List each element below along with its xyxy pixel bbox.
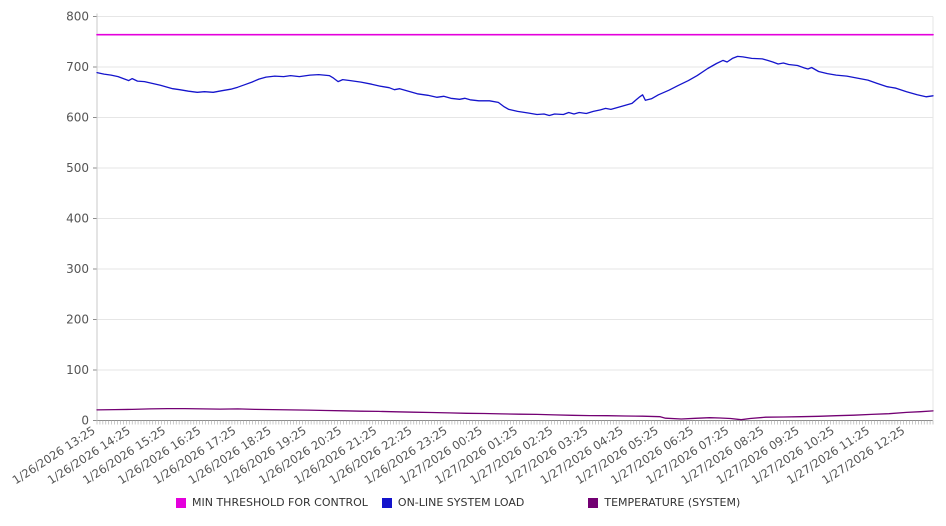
svg-text:800: 800 [66,10,89,24]
legend-label-online-system-load: ON-LINE SYSTEM LOAD [397,496,525,509]
legend-label-min-threshold: MIN THRESHOLD FOR CONTROL [192,496,368,509]
svg-text:600: 600 [66,111,89,125]
legend-item-temperature-system: TEMPERATURE (SYSTEM) [588,496,740,509]
min-threshold-swatch-icon [176,497,186,508]
legend: MIN THRESHOLD FOR CONTROL ON-LINE SYSTEM… [176,496,740,509]
svg-text:0: 0 [81,414,89,428]
svg-text:500: 500 [66,161,89,175]
legend-item-min-threshold-for-control: MIN THRESHOLD FOR CONTROL [176,496,368,509]
svg-text:700: 700 [66,60,89,74]
svg-text:100: 100 [66,363,89,377]
temperature-system-swatch-icon [588,497,599,508]
legend-label-temperature-system: TEMPERATURE (SYSTEM) [604,496,741,509]
svg-text:400: 400 [66,212,89,226]
svg-text:200: 200 [66,313,89,327]
online-system-load-swatch-icon [381,497,392,508]
svg-text:300: 300 [66,262,89,276]
legend-item-online-system-load: ON-LINE SYSTEM LOAD [381,496,525,509]
